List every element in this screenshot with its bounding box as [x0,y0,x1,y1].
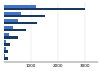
Bar [4,43,10,46]
Bar [4,12,22,15]
Bar [4,19,18,22]
Bar [4,36,18,39]
Bar [4,57,8,60]
Bar [4,15,45,17]
Bar [4,26,13,29]
Bar [4,54,5,57]
Bar [4,40,6,43]
Bar [4,33,9,36]
Bar [4,5,36,8]
Bar [4,22,37,24]
Bar [4,29,26,31]
Bar [4,47,6,50]
Bar [4,8,85,10]
Bar [4,50,8,53]
